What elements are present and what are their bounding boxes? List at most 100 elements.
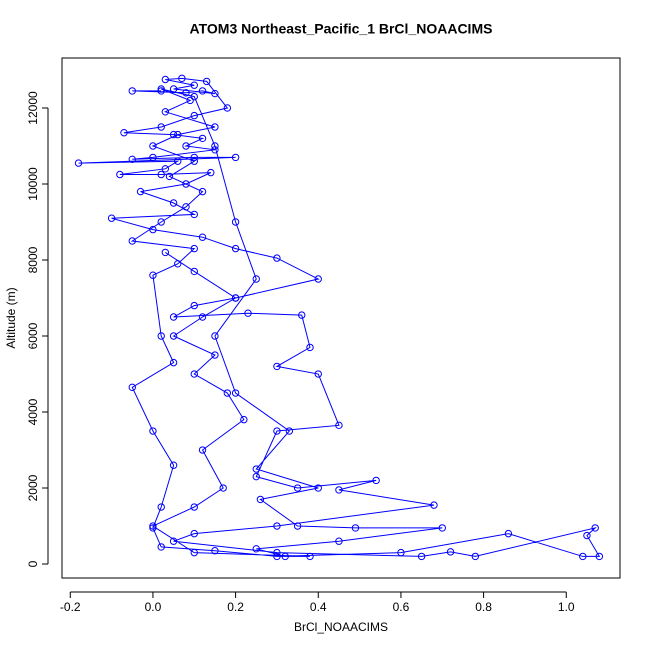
data-point	[169, 130, 178, 139]
y-tick-label: 0	[26, 560, 40, 567]
data-point	[169, 537, 178, 545]
data-point	[256, 495, 265, 504]
data-point	[157, 332, 165, 340]
data-point	[157, 170, 165, 179]
data-point	[298, 311, 306, 319]
data-point	[219, 484, 227, 492]
data-point	[211, 146, 219, 154]
data-point	[211, 332, 219, 340]
plot-frame	[61, 57, 621, 579]
data-point	[417, 552, 426, 561]
data-point	[252, 275, 260, 283]
data-point	[240, 415, 248, 424]
data-point	[190, 92, 198, 101]
data-point	[157, 503, 165, 511]
data-point	[149, 271, 157, 279]
data-point	[161, 108, 170, 116]
data-point	[174, 130, 182, 139]
chart-title: ATOM3 Northeast_Pacific_1 BrCl_NOAACIMS	[190, 21, 493, 37]
data-point	[591, 524, 599, 532]
data-point	[273, 427, 281, 435]
data-point	[190, 153, 198, 162]
y-tick-label: 8000	[26, 246, 40, 273]
y-tick-label: 2000	[26, 474, 40, 501]
data-point	[190, 111, 198, 120]
data-point	[438, 524, 446, 532]
data-point	[190, 244, 198, 253]
data-point	[174, 260, 182, 268]
data-point	[149, 522, 157, 530]
data-point	[165, 172, 174, 181]
data-point	[161, 248, 170, 257]
data-point	[579, 552, 587, 561]
data-point	[223, 389, 232, 397]
data-line	[78, 77, 601, 557]
data-point	[182, 142, 190, 150]
data-point	[314, 275, 322, 283]
data-point	[161, 75, 170, 84]
x-tick-label: 0.6	[393, 600, 410, 614]
data-point	[190, 267, 198, 276]
data-point	[430, 501, 438, 509]
data-point	[198, 187, 207, 196]
data-point	[169, 313, 178, 321]
data-point	[211, 547, 219, 555]
data-point	[178, 74, 186, 83]
y-tick-label: 4000	[26, 398, 40, 425]
data-point	[446, 548, 455, 556]
x-tick-label: 1.0	[558, 600, 575, 614]
data-point	[306, 552, 314, 561]
data-point	[252, 472, 260, 481]
data-point	[223, 104, 232, 112]
data-point	[198, 446, 207, 454]
data-point	[157, 218, 165, 226]
data-point	[161, 165, 170, 173]
data-point	[231, 244, 240, 253]
y-axis-label: Altitude (m)	[4, 287, 18, 348]
data-point	[244, 309, 252, 317]
data-point	[169, 85, 178, 93]
data-point	[306, 343, 314, 352]
data-point	[372, 476, 380, 485]
data-point	[149, 142, 157, 150]
data-point	[273, 552, 281, 561]
data-point	[128, 383, 136, 392]
data-point	[198, 87, 207, 95]
data-point	[471, 552, 480, 561]
data-point	[169, 461, 178, 469]
data-point	[335, 537, 343, 545]
data-point	[128, 237, 136, 245]
data-point	[149, 524, 157, 532]
x-tick-label: -0.2	[60, 600, 81, 614]
data-point	[198, 134, 207, 143]
y-tick-label: 12000	[26, 91, 40, 125]
data-point	[211, 142, 219, 150]
data-point	[231, 218, 240, 226]
data-point	[273, 254, 281, 262]
data-point	[190, 370, 198, 378]
data-point	[397, 548, 405, 557]
data-point	[74, 159, 83, 167]
data-point	[157, 123, 165, 131]
data-point	[169, 199, 178, 207]
data-point	[293, 522, 302, 530]
data-point	[149, 225, 157, 234]
data-point	[128, 87, 136, 95]
data-point	[595, 552, 604, 561]
data-point	[351, 524, 360, 532]
data-point	[136, 187, 145, 196]
data-point	[583, 531, 591, 540]
data-point	[128, 155, 136, 164]
data-point	[293, 484, 302, 492]
data-point	[504, 529, 513, 538]
data-point	[231, 294, 240, 302]
data-point	[190, 301, 198, 310]
y-tick-label: 10000	[26, 167, 40, 201]
x-tick-label: 0.0	[145, 600, 162, 614]
data-point	[182, 89, 190, 97]
data-point	[116, 170, 124, 179]
data-point	[190, 548, 198, 557]
data-point	[335, 486, 343, 494]
data-point	[231, 389, 240, 397]
